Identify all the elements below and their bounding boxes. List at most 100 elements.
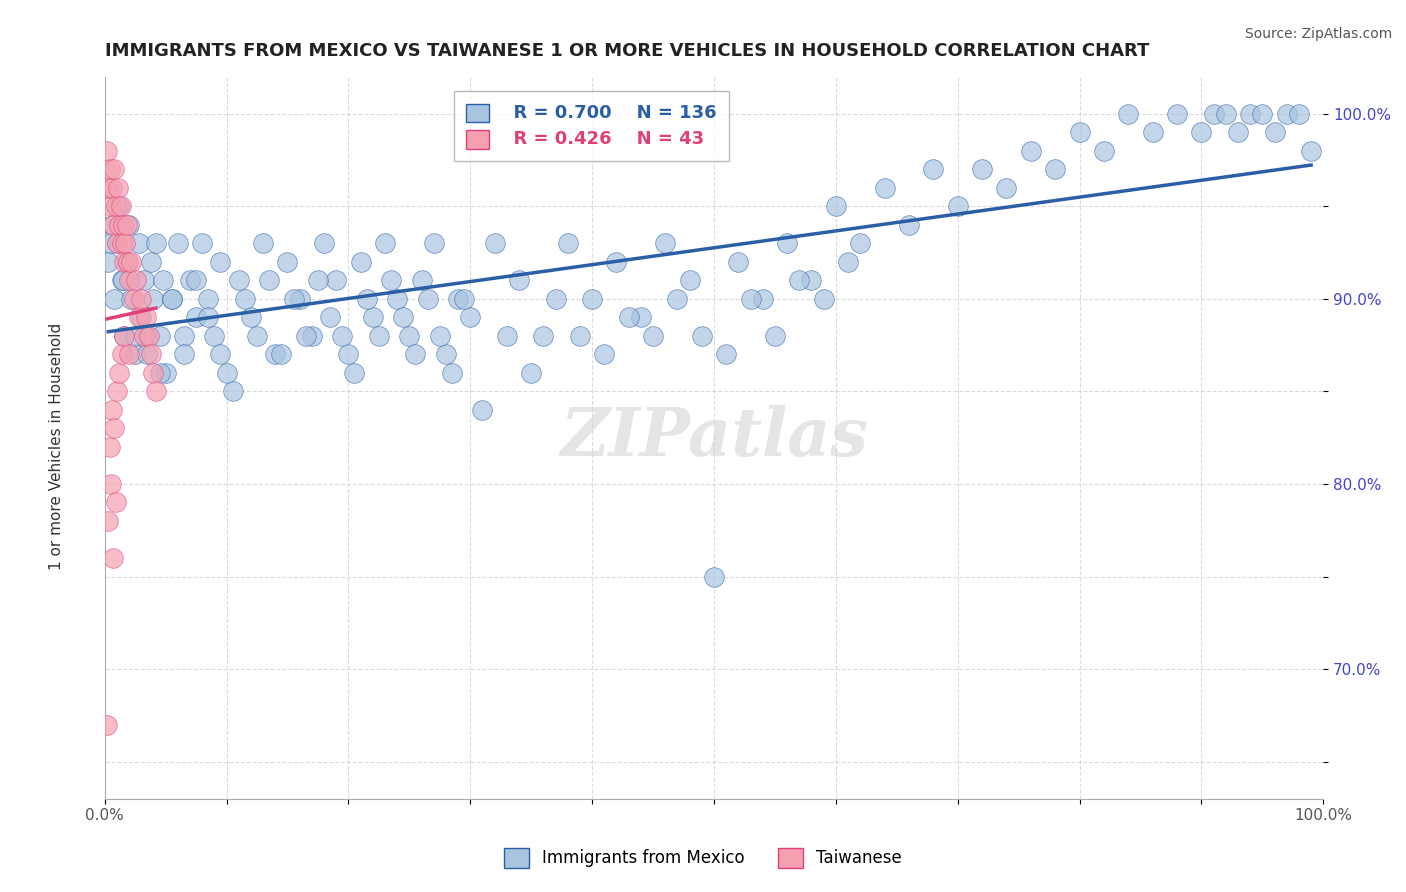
Point (228, 273, 250, 287)
Point (136, 347, 159, 361)
Point (179, 273, 201, 287)
Point (1116, 106, 1139, 120)
Text: Source: ZipAtlas.com: Source: ZipAtlas.com (1244, 27, 1392, 41)
Point (209, 254, 232, 268)
Point (110, 199, 132, 213)
Point (129, 310, 152, 325)
Point (349, 254, 371, 268)
Point (1043, 162, 1066, 177)
Point (104, 495, 127, 509)
Point (118, 347, 141, 361)
Point (111, 347, 134, 361)
Point (103, 218, 125, 232)
Point (714, 347, 737, 361)
Point (970, 162, 993, 177)
Point (101, 180, 124, 194)
Point (111, 236, 134, 251)
Point (108, 366, 131, 380)
Point (101, 403, 124, 417)
Point (703, 569, 725, 583)
Point (107, 180, 129, 194)
Point (105, 384, 128, 399)
Point (404, 347, 426, 361)
Point (837, 254, 859, 268)
Point (787, 273, 810, 287)
Point (307, 273, 329, 287)
Point (128, 236, 150, 251)
Point (132, 273, 155, 287)
Point (173, 347, 195, 361)
Point (184, 310, 207, 325)
Point (101, 218, 124, 232)
Point (398, 328, 420, 343)
Point (197, 310, 219, 325)
Point (221, 384, 243, 399)
Point (121, 292, 143, 306)
Point (104, 199, 127, 213)
Point (257, 273, 280, 287)
Point (690, 328, 713, 343)
Point (233, 292, 256, 306)
Point (531, 328, 554, 343)
Point (325, 273, 347, 287)
Point (593, 347, 616, 361)
Point (422, 236, 444, 251)
Point (1239, 106, 1261, 120)
Point (1202, 106, 1225, 120)
Point (630, 310, 652, 325)
Text: ZIPatlas: ZIPatlas (560, 405, 868, 470)
Point (100, 199, 122, 213)
Point (301, 328, 323, 343)
Point (276, 254, 298, 268)
Point (678, 273, 700, 287)
Point (1226, 125, 1249, 139)
Point (160, 292, 183, 306)
Point (330, 328, 353, 343)
Point (367, 328, 389, 343)
Point (239, 310, 262, 325)
Point (1092, 144, 1115, 158)
Point (813, 292, 835, 306)
Point (215, 366, 238, 380)
Point (440, 366, 463, 380)
Point (434, 347, 457, 361)
Point (105, 236, 128, 251)
Point (202, 328, 225, 343)
Point (103, 292, 125, 306)
Point (122, 292, 145, 306)
Point (97, 254, 120, 268)
Point (374, 236, 396, 251)
Point (246, 328, 269, 343)
Point (1263, 125, 1285, 139)
Text: 1 or more Vehicles in Household: 1 or more Vehicles in Household (49, 322, 63, 570)
Point (751, 292, 773, 306)
Point (100, 477, 122, 491)
Point (544, 292, 567, 306)
Point (117, 254, 139, 268)
Point (283, 292, 305, 306)
Point (121, 254, 143, 268)
Point (447, 292, 470, 306)
Point (1069, 125, 1091, 139)
Point (1189, 125, 1212, 139)
Point (142, 292, 165, 306)
Point (98, 440, 121, 454)
Point (849, 236, 872, 251)
Point (763, 328, 786, 343)
Point (1166, 106, 1188, 120)
Point (1288, 106, 1310, 120)
Point (337, 347, 360, 361)
Point (103, 551, 125, 566)
Point (343, 366, 366, 380)
Point (458, 310, 481, 325)
Point (824, 199, 846, 213)
Point (800, 273, 823, 287)
Point (312, 236, 335, 251)
Point (142, 366, 165, 380)
Legend:   R = 0.700    N = 136,   R = 0.426    N = 43: R = 0.700 N = 136, R = 0.426 N = 43 (454, 92, 728, 161)
Point (897, 218, 920, 232)
Point (356, 292, 378, 306)
Point (112, 254, 135, 268)
Point (617, 310, 640, 325)
Point (115, 254, 138, 268)
